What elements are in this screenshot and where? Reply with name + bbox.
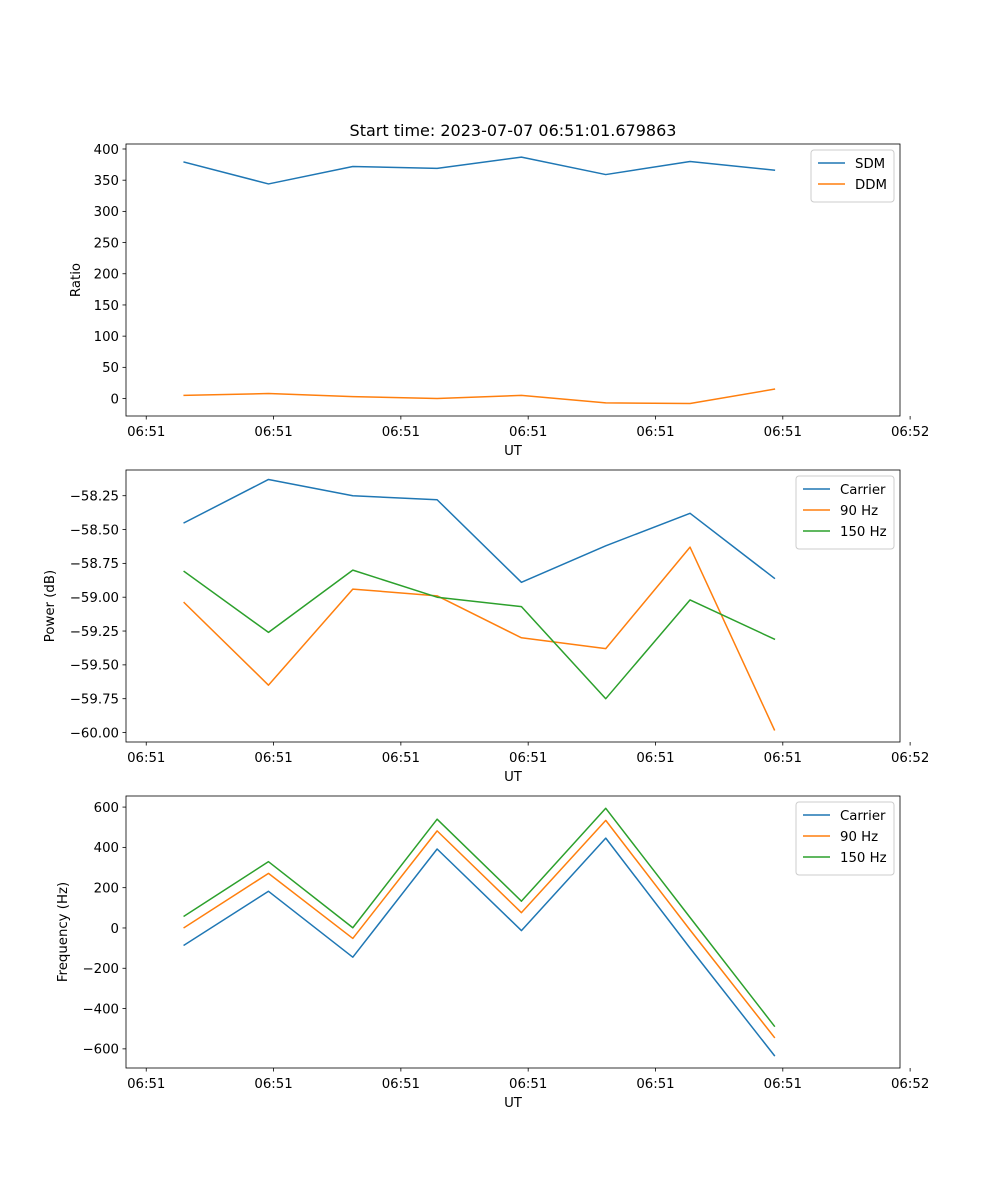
- y-axis-label: Frequency (Hz): [56, 882, 71, 982]
- y-axis-label: Power (dB): [43, 570, 58, 642]
- subplot-3: 06:51 06:51 06:51 06:51 06:51 06:51 06:52 −600 −…: [56, 795, 929, 1111]
- y-tick-label: −200: [82, 962, 119, 977]
- y-tick-label: 300: [94, 205, 119, 220]
- x-tick-label: 06:51: [509, 425, 547, 440]
- x-tick-label: 06:51: [636, 751, 674, 766]
- x-tick-label: 06:51: [636, 1077, 674, 1092]
- y-tick-label: 100: [94, 330, 119, 345]
- legend-label: Carrier: [840, 483, 886, 498]
- x-tick-label: 06:51: [127, 1077, 165, 1092]
- series-line-carrier: [183, 837, 776, 1057]
- axes-frame: [125, 795, 901, 1069]
- y-tick-label: 250: [94, 236, 119, 251]
- y-tick-label: 0: [111, 922, 119, 937]
- legend-label: 150 Hz: [840, 851, 887, 866]
- x-tick-label: 06:51: [764, 1077, 802, 1092]
- y-tick-label: 350: [94, 174, 119, 189]
- x-tick-label: 06:51: [509, 751, 547, 766]
- y-axis-label: Ratio: [69, 263, 84, 297]
- legend: Carrier 90 Hz 150 Hz: [795, 801, 895, 876]
- figure-title: Start time: 2023-07-07 06:51:01.679863: [350, 121, 677, 140]
- y-tick-label: −60.00: [70, 726, 119, 741]
- y-tick-label: 400: [94, 143, 119, 158]
- legend-label: Carrier: [840, 809, 886, 824]
- y-tick-label: 600: [94, 801, 119, 816]
- y-tick-label: −400: [82, 1002, 119, 1017]
- legend-label: DDM: [855, 178, 887, 193]
- y-tick-label: 50: [102, 361, 119, 376]
- y-tick-label: −600: [82, 1043, 119, 1058]
- y-tick-label: −59.00: [70, 591, 119, 606]
- x-tick-label: 06:52: [891, 751, 929, 766]
- x-tick-label: 06:52: [891, 1077, 929, 1092]
- x-tick-label: 06:52: [891, 425, 929, 440]
- series-line-ddm: [183, 388, 776, 405]
- y-tick-label: −59.50: [70, 659, 119, 674]
- y-tick-label: 200: [94, 881, 119, 896]
- x-tick-label: 06:51: [382, 1077, 420, 1092]
- x-axis-label: UT: [504, 444, 523, 459]
- x-tick-label: 06:51: [382, 751, 420, 766]
- series-line-90-hz: [183, 546, 776, 731]
- y-tick-label: 200: [94, 268, 119, 283]
- series-line-carrier: [183, 478, 776, 584]
- x-axis-label: UT: [504, 1096, 523, 1111]
- series-line-150-hz: [183, 569, 776, 700]
- x-axis-label: UT: [504, 770, 523, 785]
- x-tick-label: 06:51: [127, 425, 165, 440]
- legend-label: 150 Hz: [840, 525, 887, 540]
- legend-label: SDM: [855, 157, 885, 172]
- y-tick-label: 0: [111, 392, 119, 407]
- x-tick-label: 06:51: [254, 425, 292, 440]
- y-tick-label: −58.75: [70, 557, 119, 572]
- x-tick-label: 06:51: [127, 751, 165, 766]
- x-tick-label: 06:51: [764, 425, 802, 440]
- subplots: 06:51 06:51 06:51 06:51 06:51 06:51 06:52 0 50 10…: [43, 143, 929, 1111]
- axes-frame: [125, 469, 901, 743]
- series-line-sdm: [183, 156, 776, 185]
- y-tick-label: −58.50: [70, 523, 119, 538]
- series-line-150-hz: [183, 807, 776, 1028]
- x-tick-label: 06:51: [254, 751, 292, 766]
- x-tick-label: 06:51: [764, 751, 802, 766]
- y-tick-label: −59.75: [70, 692, 119, 707]
- axes-frame: [125, 143, 901, 417]
- x-tick-label: 06:51: [636, 425, 674, 440]
- legend: SDM DDM: [810, 149, 895, 203]
- legend-label: 90 Hz: [840, 504, 878, 519]
- legend: Carrier 90 Hz 150 Hz: [795, 475, 895, 550]
- y-tick-label: 150: [94, 299, 119, 314]
- legend-label: 90 Hz: [840, 830, 878, 845]
- y-tick-label: −58.25: [70, 490, 119, 505]
- y-tick-label: −59.25: [70, 625, 119, 640]
- y-tick-label: 400: [94, 841, 119, 856]
- subplot-1: 06:51 06:51 06:51 06:51 06:51 06:51 06:52 0 50 10…: [69, 143, 929, 459]
- x-tick-label: 06:51: [382, 425, 420, 440]
- x-tick-label: 06:51: [254, 1077, 292, 1092]
- series-line-90-hz: [183, 819, 776, 1039]
- subplot-2: 06:51 06:51 06:51 06:51 06:51 06:51 06:52 −60.0…: [43, 469, 929, 785]
- x-tick-label: 06:51: [509, 1077, 547, 1092]
